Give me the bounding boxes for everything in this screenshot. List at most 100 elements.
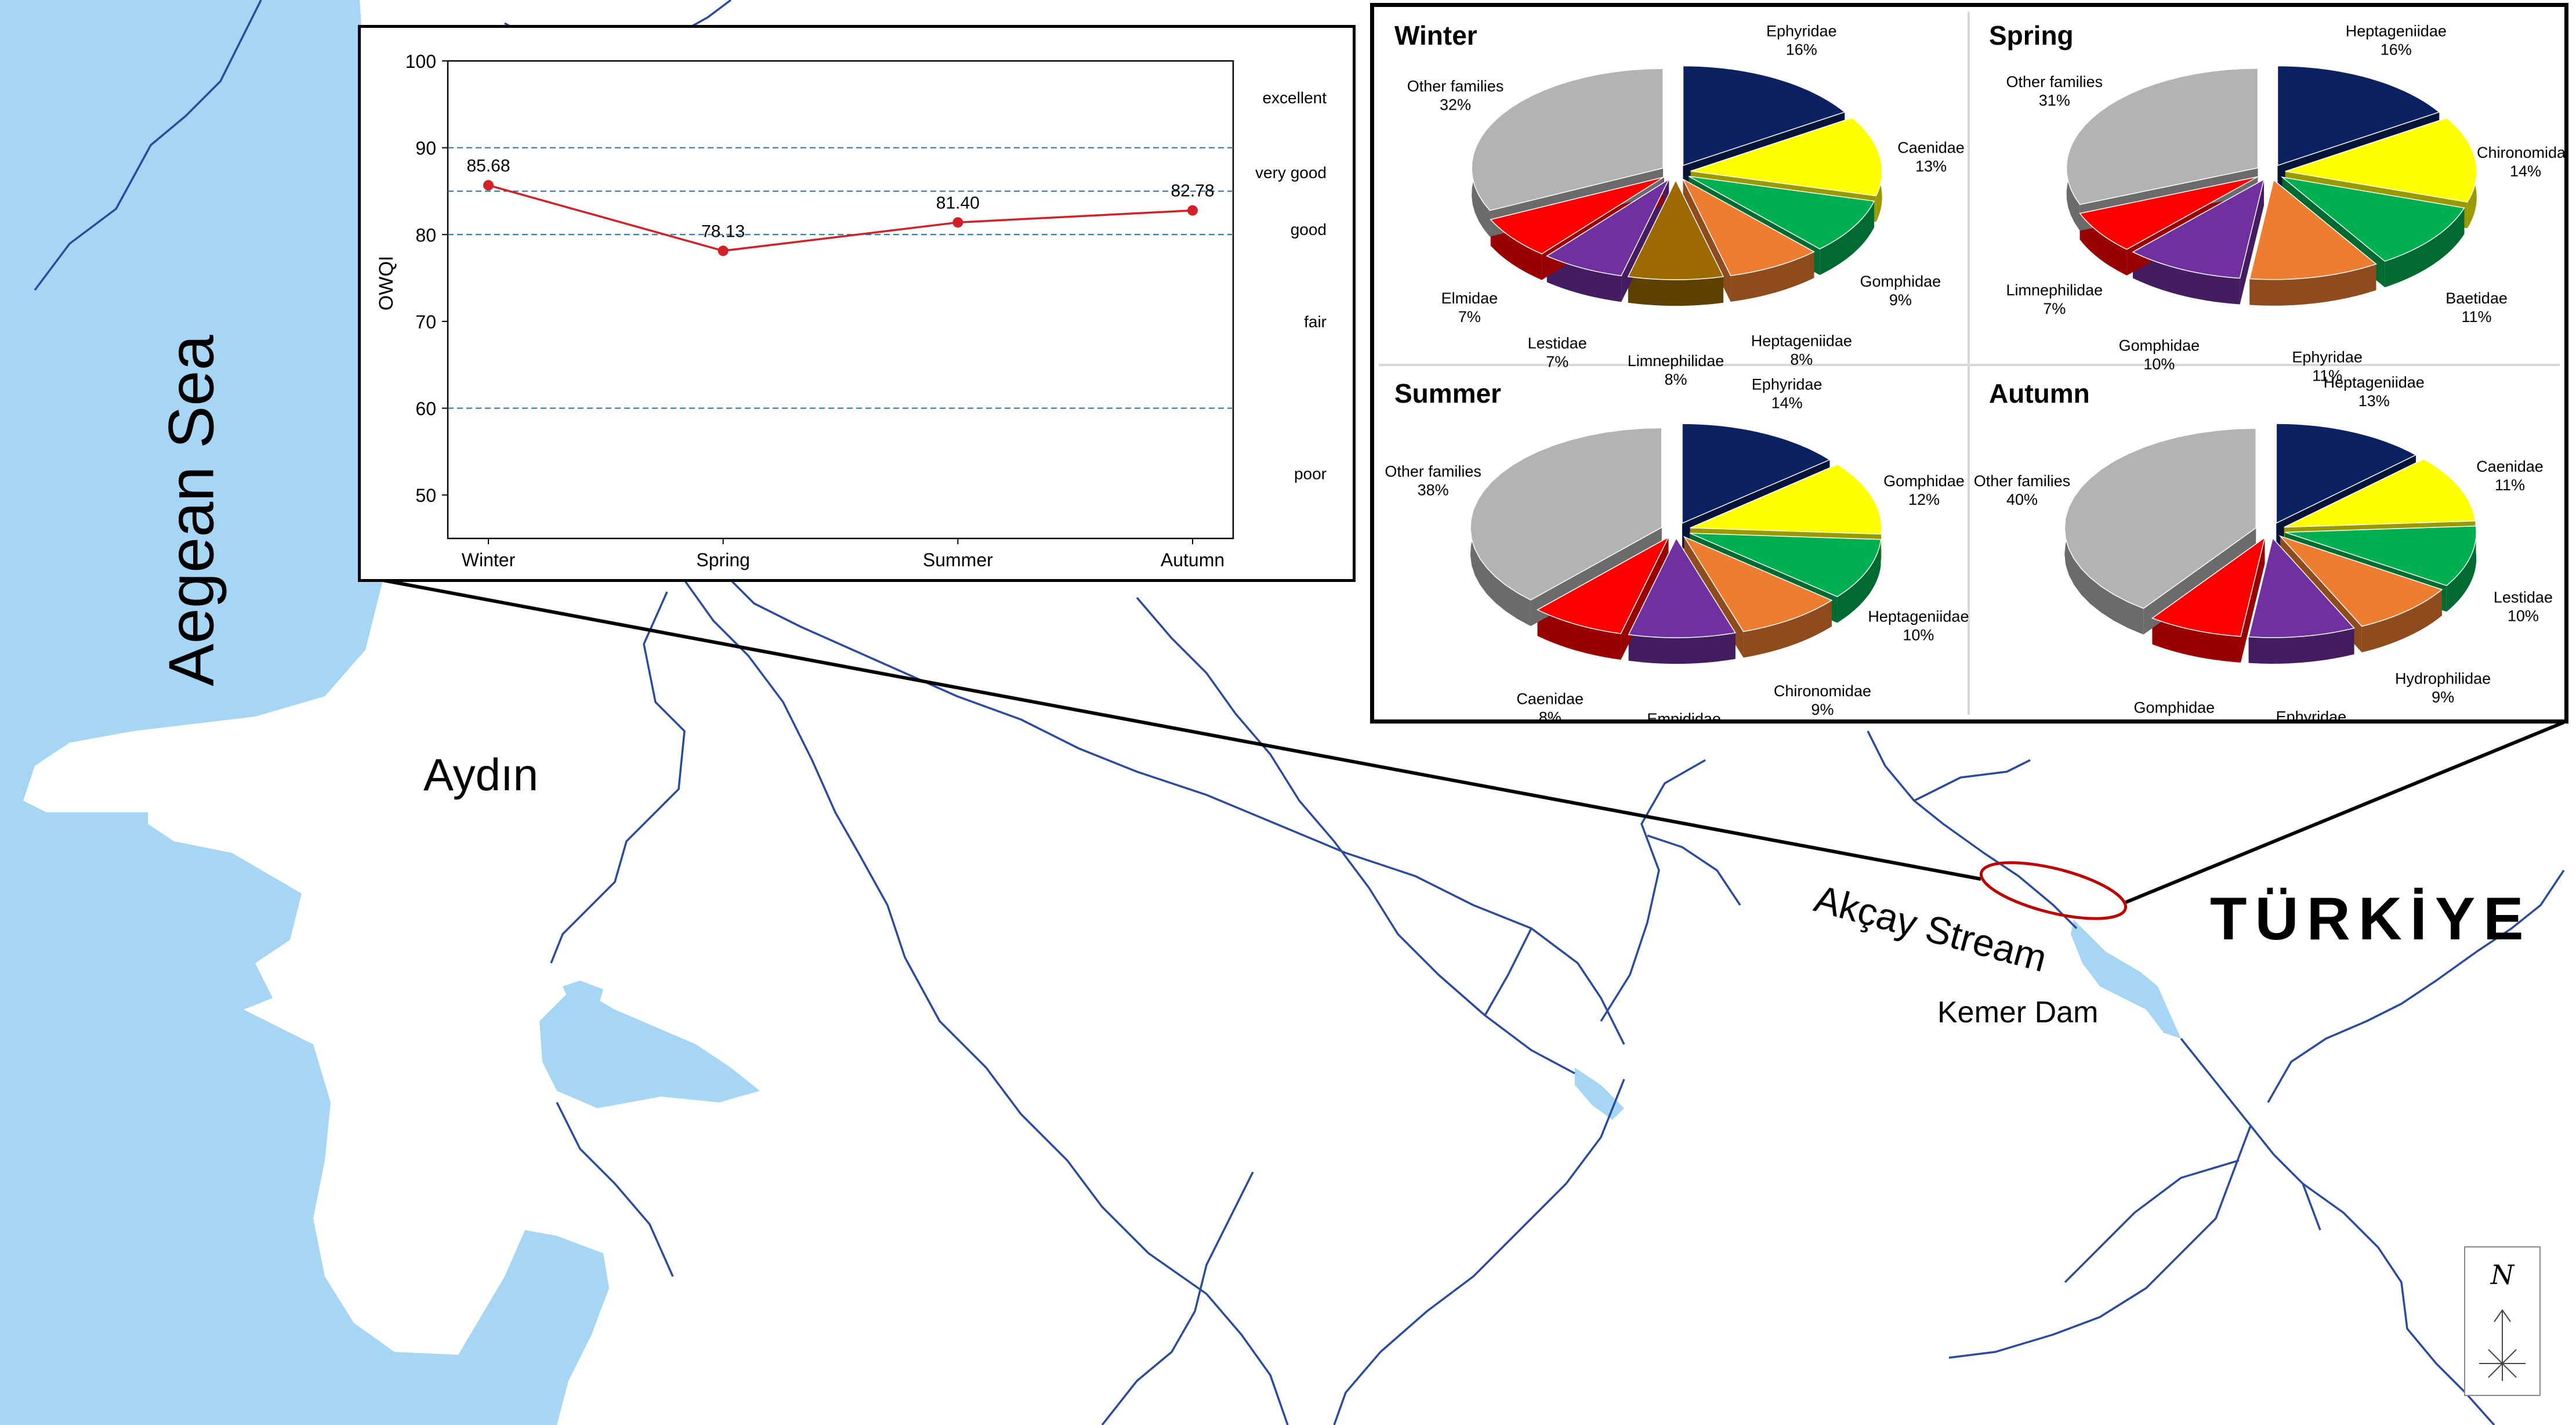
pie-slice-label: Hydrophilidae <box>2395 670 2491 687</box>
pie-slice-percent: 11% <box>2312 367 2342 384</box>
pie-slice-label: Gomphidae <box>2119 337 2200 354</box>
pie-slice-percent: 31% <box>2039 92 2070 109</box>
pie-slice-label: Ephyridae <box>2276 708 2347 719</box>
pie-slice-side <box>2249 264 2376 306</box>
pie-slice-label: Empididae <box>1647 710 1721 719</box>
water-quality-class-label: excellent <box>1262 89 1327 107</box>
owqi-data-point <box>483 180 494 191</box>
pie-slice-side <box>1837 539 1881 623</box>
y-tick-label: 70 <box>415 312 436 332</box>
x-tick-label: Winter <box>462 549 516 570</box>
connector-line-right <box>2125 721 2565 904</box>
plot-area <box>447 60 1234 540</box>
pie-slice-label: Ephyridae <box>2292 348 2363 366</box>
y-tick-label: 60 <box>415 399 436 419</box>
owqi-line-chart-panel: 100 90 80 70 60 50 Winter Spring Summer Autumn e… <box>358 25 1356 582</box>
owqi-data-point <box>952 217 963 228</box>
x-axis-ticks: Winter Spring Summer Autumn <box>462 538 1224 570</box>
pie-slice <box>2277 65 2440 167</box>
pie-slice-percent: 10% <box>2143 355 2175 372</box>
pie-slice <box>1628 537 1737 638</box>
pie-slice <box>2278 535 2443 627</box>
owqi-series-points: 85.68 78.13 81.40 82.78 <box>466 156 1215 256</box>
pie-slice <box>2064 428 2257 609</box>
aegean-sea-label: Aegean Sea <box>155 335 227 686</box>
pie-slice-percent: 7% <box>2043 300 2066 317</box>
pie-slice <box>2151 536 2266 637</box>
pie-slice <box>1490 176 1664 255</box>
pie-slice-label: Other families <box>1385 462 1481 480</box>
water-quality-class-label: poor <box>1294 465 1327 483</box>
pie-slice <box>1546 178 1671 277</box>
water-quality-class-label: fair <box>1304 313 1327 331</box>
pie-slice-side <box>1628 632 1736 664</box>
pie-slice-label: Gomphidae <box>1883 472 1965 490</box>
pie-slice-percent: 11% <box>2462 308 2492 325</box>
pie-slice-label: Ephyridae <box>1766 23 1837 40</box>
pie-slice <box>1690 464 1882 535</box>
compass-rose-icon <box>2479 1309 2526 1381</box>
pie-slice-percent: 9% <box>1811 701 1834 718</box>
pie-slice-percent: 13% <box>2358 392 2390 410</box>
pie-slice-label: Gomphidae <box>2134 699 2215 716</box>
north-arrow: N <box>2464 1246 2541 1396</box>
pie-slice <box>2132 178 2265 279</box>
pie-slice-percent: 7% <box>1546 353 1568 371</box>
pie-slice-label: Heptageniidae <box>2324 374 2425 391</box>
pie-slice-label: Ephyridae <box>1752 376 1823 393</box>
pie-slice <box>2284 458 2476 528</box>
pie-slice-label: Baetidae <box>2445 290 2508 307</box>
pie-slice <box>1682 65 1846 167</box>
pie-slice-label: Heptageniidae <box>1751 332 1852 349</box>
y-tick-label: 50 <box>415 485 436 506</box>
pie-slice-percent: 14% <box>1771 395 1803 412</box>
pie-slice-percent: 16% <box>2381 41 2412 59</box>
water-quality-class-label: good <box>1291 220 1327 238</box>
pie-slice-percent: 9% <box>1889 291 1912 309</box>
pie-slice-side <box>1628 276 1724 306</box>
owqi-data-point <box>718 245 729 256</box>
country-label: TÜRKİYE <box>2210 885 2532 953</box>
pie-chart-title: Spring <box>1989 20 2074 50</box>
kemer-dam-reservoir <box>2071 920 2181 1039</box>
pie-slice <box>1627 179 1724 280</box>
pie-slice-label: Caenidae <box>1897 139 1965 156</box>
pie-slice-side <box>2248 628 2354 664</box>
bafa-lake <box>539 986 760 1108</box>
pie-slice <box>2285 117 2477 203</box>
class-labels: excellent very good good fair poor <box>1255 89 1327 483</box>
pie-slice <box>2066 68 2259 205</box>
pie-slice-percent: 8% <box>1539 708 1561 719</box>
pie-slice-label: Other families <box>2006 73 2103 91</box>
pie-slice-percent: 7% <box>1458 308 1481 325</box>
pie-slice-side <box>2133 252 2240 305</box>
reservoir-small <box>1575 1068 1624 1120</box>
pie-slice-wall <box>2241 537 2265 663</box>
pie-slice-label: Limnephilidae <box>1628 352 1724 370</box>
pie-slice <box>1471 68 1664 211</box>
pie-slice-percent: 9% <box>2432 688 2454 706</box>
pie-slice-percent: 12% <box>1908 491 1940 508</box>
pie-slice-label: Heptageniidae <box>1868 608 1969 625</box>
river-network <box>34 0 2565 1425</box>
owqi-series-line <box>488 184 1193 252</box>
pie-slice-label: Gomphidae <box>1860 273 1941 290</box>
pie-slice-percent: 8% <box>2163 717 2186 719</box>
aydin-city-label: Aydın <box>423 749 539 800</box>
pie-slice <box>2284 525 2477 587</box>
y-axis-label: OWQI <box>375 256 397 310</box>
pie-slice <box>2249 179 2378 280</box>
class-threshold-lines <box>448 147 1233 409</box>
y-tick-label: 80 <box>415 225 436 245</box>
pie-slice-side <box>2385 208 2465 288</box>
pie-slice-percent: 13% <box>1915 157 1947 175</box>
pie-slice-percent: 8% <box>1790 350 1813 368</box>
pie-slice-label: Lestidae <box>1528 335 1587 352</box>
pie-slice-side <box>1820 201 1875 275</box>
pie-slice-label: Other families <box>1974 472 2071 490</box>
pie-slice-percent: 10% <box>1903 627 1934 644</box>
pie-slice-percent: 14% <box>2510 162 2541 180</box>
pie-slice-percent: 10% <box>2508 607 2539 624</box>
